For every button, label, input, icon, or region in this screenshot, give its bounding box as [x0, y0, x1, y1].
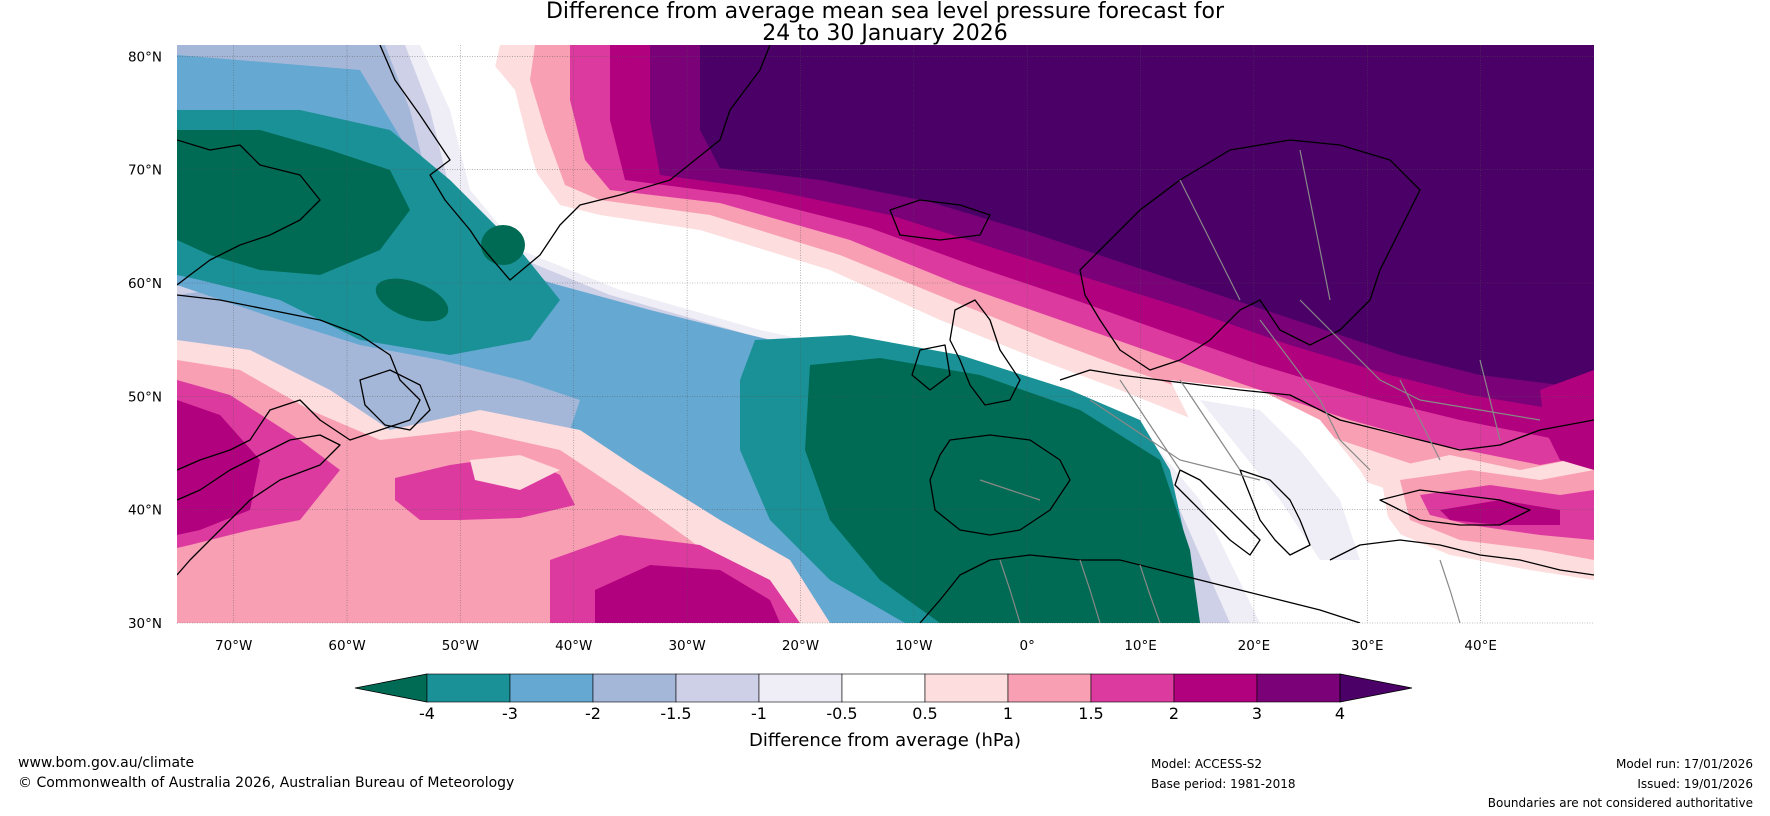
border-path [1179, 179, 1241, 301]
latitude-tick-label: 70°N [128, 163, 162, 179]
footer-issued: Issued: 19/01/2026 [1637, 777, 1753, 791]
colorbar-swatch [1007, 673, 1092, 703]
footer-model: Model: ACCESS-S2 [1151, 757, 1263, 771]
country-borders [979, 149, 1541, 623]
greenland-coast [379, 45, 771, 281]
colorbar-tick-label: 3 [1252, 704, 1262, 723]
anomaly-field [177, 45, 1594, 623]
latitude-tick-labels: 80°N 70°N 60°N 50°N 40°N 30°N [128, 49, 162, 632]
border-path [1439, 559, 1461, 623]
colorbar-tick-label: -1.5 [660, 704, 691, 723]
latitude-tick-label: 40°N [128, 503, 162, 519]
colorbar-title: Difference from average (hPa) [749, 730, 1021, 751]
graticule [177, 45, 1594, 624]
colorbar-tick-label: -4 [419, 704, 435, 723]
colorbar-swatch [1173, 673, 1258, 703]
colorbar-tick-label: 4 [1335, 704, 1345, 723]
footer-model-run: Model run: 17/01/2026 [1615, 757, 1753, 771]
scandinavia-coast [1079, 139, 1421, 371]
border-path [1179, 379, 1241, 471]
colorbar-tick-label: 1.5 [1078, 704, 1103, 723]
longitude-tick-label: 30°E [1351, 638, 1383, 654]
longitude-tick-label: 20°W [782, 638, 819, 654]
longitude-tick-label: 20°E [1238, 638, 1270, 654]
longitude-tick-label: 40°W [555, 638, 592, 654]
neutral-zones [470, 60, 1430, 623]
black-sea-coast [1379, 489, 1531, 526]
colorbar-tick-label: -2 [585, 704, 601, 723]
border-path [1479, 359, 1501, 441]
low-pressure-cores [177, 110, 1200, 623]
latitude-tick-label: 50°N [128, 389, 162, 405]
longitude-tick-label: 50°W [442, 638, 479, 654]
footer-website: www.bom.gov.au/climate [18, 755, 195, 771]
border-path [979, 479, 1041, 501]
border-path [1299, 299, 1541, 421]
coastlines [177, 45, 1594, 623]
border-path [1399, 379, 1441, 461]
british-isles-coast [911, 299, 1021, 406]
border-path [1119, 379, 1181, 471]
colorbar-tick-labels: -4 -3 -2 -1.5 -1 -0.5 0.5 1 1.5 2 3 4 [419, 704, 1345, 723]
footer-disclaimer: Boundaries are not considered authoritat… [1487, 796, 1753, 810]
footer-base-period: Base period: 1981-2018 [1151, 777, 1296, 791]
colorbar-swatch [758, 673, 843, 703]
colorbar: -4 -3 -2 -1.5 -1 -0.5 0.5 1 1.5 2 3 4 Difference fr… [354, 673, 1413, 751]
footer-copyright: © Commonwealth of Australia 2026, Austra… [18, 775, 515, 791]
colorbar-swatch [1090, 673, 1175, 703]
border-path [1139, 564, 1161, 623]
colorbar-swatch [841, 673, 926, 703]
colorbar-swatch [924, 673, 1009, 703]
balkans-coast [1239, 469, 1311, 556]
colorbar-swatch [675, 673, 760, 703]
latitude-tick-label: 60°N [128, 276, 162, 292]
border-path [1299, 149, 1331, 301]
colorbar-extend-low [354, 673, 428, 703]
colorbar-tick-label: -0.5 [826, 704, 857, 723]
longitude-tick-label: 10°E [1124, 638, 1156, 654]
latitude-tick-label: 80°N [128, 49, 162, 65]
italy-coast [1174, 469, 1261, 556]
colorbar-tick-label: 0.5 [912, 704, 937, 723]
longitude-tick-label: 70°W [215, 638, 252, 654]
border-path [1079, 559, 1101, 623]
border-path [1259, 319, 1371, 471]
latitude-tick-label: 30°N [128, 616, 162, 632]
colorbar-tick-label: 2 [1169, 704, 1179, 723]
baffin-coast [177, 139, 321, 286]
newfoundland-coast [359, 369, 431, 431]
north-africa-coast [919, 554, 1361, 623]
colorbar-tick-label: -1 [751, 704, 767, 723]
iberia-coast [929, 434, 1071, 536]
europe-coast [1059, 369, 1594, 451]
border-path [999, 559, 1021, 623]
longitude-tick-label: 0° [1020, 638, 1035, 654]
colorbar-swatch [426, 673, 511, 703]
border-path [1089, 399, 1261, 481]
map-title-line-1: Difference from average mean sea level p… [545, 0, 1225, 24]
colorbar-swatch [1256, 673, 1341, 703]
colorbar-tick-label: -3 [502, 704, 518, 723]
longitude-tick-label: 60°W [328, 638, 365, 654]
longitude-tick-label: 30°W [668, 638, 705, 654]
longitude-tick-labels: 70°W 60°W 50°W 40°W 30°W 20°W 10°W 0° 10°E 20°E 30… [215, 638, 1497, 654]
map-title-line-2: 24 to 30 January 2026 [762, 21, 1008, 46]
us-east-coast [177, 434, 341, 576]
iceland-coast [889, 199, 991, 241]
longitude-tick-label: 40°E [1464, 638, 1496, 654]
colorbar-swatch [592, 673, 677, 703]
colorbar-tick-label: 1 [1003, 704, 1013, 723]
colorbar-swatch [509, 673, 594, 703]
colorbar-swatches [354, 673, 1413, 703]
labrador-coast [177, 294, 421, 471]
colorbar-extend-high [1339, 673, 1413, 703]
turkey-coast [1329, 539, 1594, 576]
longitude-tick-label: 10°W [895, 638, 932, 654]
